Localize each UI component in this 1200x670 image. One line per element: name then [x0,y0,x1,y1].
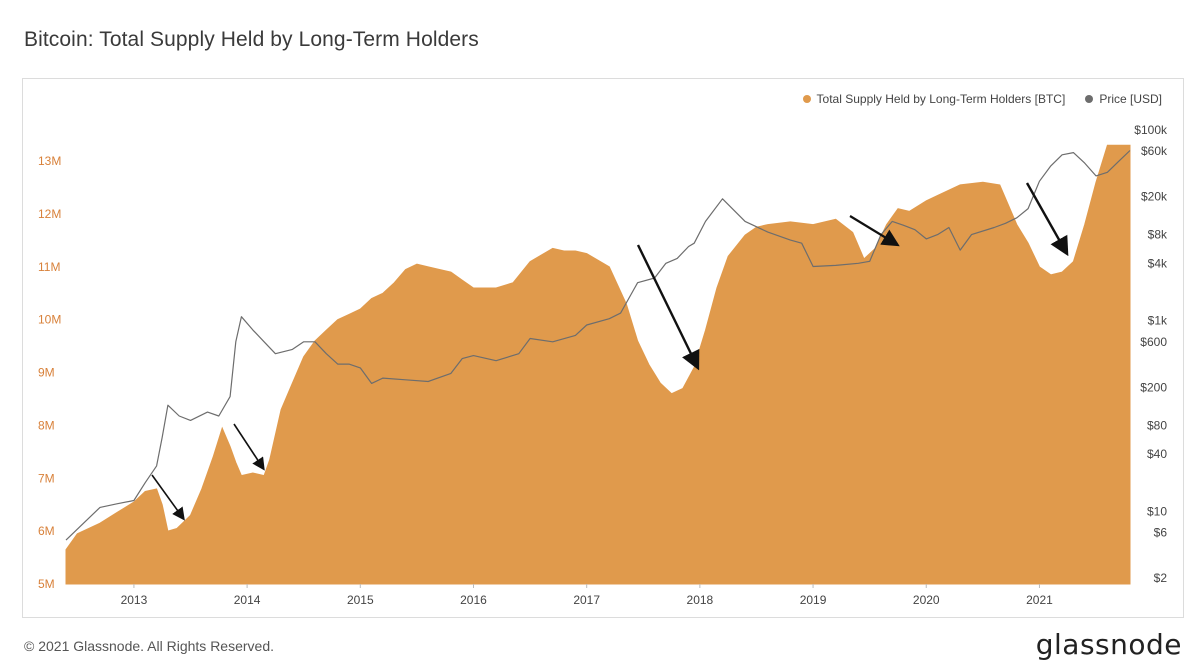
legend-swatch-supply [802,95,811,103]
price-line [65,150,1131,541]
x-axis-tick-label: 2015 [347,593,374,607]
legend-item-supply[interactable]: Total Supply Held by Long-Term Holders [… [802,92,1066,106]
right-axis-tick-label: $80 [1147,418,1167,432]
annotation-arrow [1025,182,1069,257]
chart-title: Bitcoin: Total Supply Held by Long-Term … [24,28,479,51]
x-axis-tick-label: 2017 [573,593,600,607]
x-axis-tick-label: 2019 [800,593,827,607]
legend-label-supply: Total Supply Held by Long-Term Holders [… [816,92,1066,106]
x-axis-tick-label: 2018 [687,593,714,607]
right-axis-tick-label: $200 [1140,380,1167,394]
annotation-arrow [233,423,265,471]
right-axis-tick-label: $20k [1141,190,1168,204]
right-axis-tick-label: $2 [1154,571,1168,585]
x-axis-tick-label: 2020 [913,593,940,607]
left-axis-tick-label: 10M [38,313,61,327]
right-axis-tick-label: $8k [1148,228,1168,242]
left-axis-tick-label: 9M [38,366,55,380]
right-axis-tick-label: $40 [1147,447,1167,461]
right-axis-tick-label: $10 [1147,504,1167,518]
right-axis-tick-label: $100k [1134,123,1168,137]
legend: Total Supply Held by Long-Term Holders [… [802,92,1162,106]
left-axis-tick-label: 11M [38,260,60,274]
right-axis-tick-label: $60k [1141,144,1168,158]
right-axis-tick-label: $4k [1148,256,1168,270]
x-axis-tick-label: 2021 [1026,593,1053,607]
left-axis-tick-label: 13M [38,154,61,168]
brand-logo: glassnode [1035,628,1182,661]
left-axis-tick-label: 7M [38,471,55,485]
annotation-arrow [636,244,700,371]
supply-area [65,144,1131,585]
right-axis-tick-label: $1k [1148,314,1168,328]
left-axis-tick-label: 5M [38,577,55,591]
legend-label-price: Price [USD] [1099,92,1162,106]
left-axis-tick-label: 6M [38,524,55,538]
right-axis-tick-label: $600 [1140,335,1167,349]
x-axis-tick-label: 2014 [234,593,261,607]
x-axis-tick-label: 2016 [460,593,487,607]
legend-swatch-price [1085,95,1094,103]
left-axis-tick-label: 8M [38,418,55,432]
x-axis-tick-label: 2013 [121,593,148,607]
right-axis-tick-label: $6 [1154,526,1168,540]
legend-item-price[interactable]: Price [USD] [1085,92,1162,106]
copyright-text: © 2021 Glassnode. All Rights Reserved. [24,638,275,654]
annotation-arrow [849,215,900,247]
annotation-arrow [151,474,185,521]
left-axis-tick-label: 12M [38,207,61,221]
